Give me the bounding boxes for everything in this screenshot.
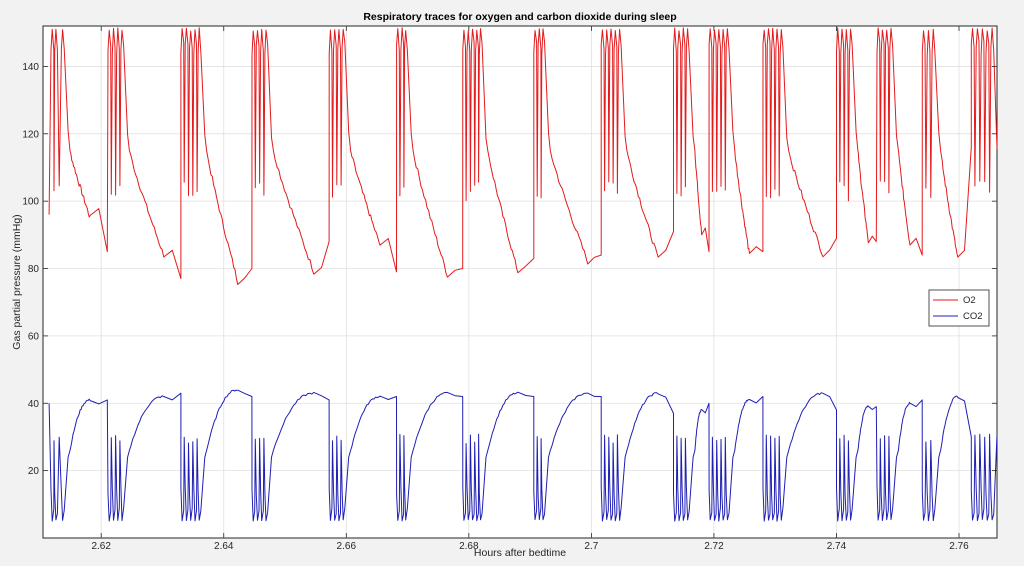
legend-label-o2: O2 [963,295,976,306]
y-tick-label: 60 [28,331,40,342]
y-axis-label: Gas partial pressure (mmHg) [11,214,23,349]
series-line-o2 [48,27,998,285]
y-tick-label: 120 [22,129,39,140]
grid-lines [43,26,997,538]
x-tick-label: 2.74 [827,541,847,552]
y-tick-label: 40 [28,399,40,410]
series-lines [48,27,998,522]
x-tick-label: 2.66 [337,541,357,552]
legend-box [928,289,990,327]
y-tick-label: 20 [28,466,40,477]
series-line-co2 [48,389,998,522]
y-tick-label: 100 [22,197,39,208]
x-tick-label: 2.68 [459,541,479,552]
legend-label-co2: CO2 [963,311,983,322]
axis-ticks: 2.62 2.64 2.66 2.68 2.7 2.72 2.74 2.76 20 40 60 80 1… [22,26,997,552]
x-tick-label: 2.76 [949,541,969,552]
x-tick-label: 2.62 [91,541,111,552]
y-tick-label: 140 [22,62,39,73]
x-tick-label: 2.72 [704,541,724,552]
x-axis-label: Hours after bedtime [474,547,566,559]
legend: O2 CO2 [928,289,990,327]
plot-area [42,25,998,539]
chart-title: Respiratory traces for oxygen and carbon… [363,11,676,23]
y-tick-label: 80 [28,264,40,275]
x-tick-label: 2.64 [214,541,234,552]
x-tick-label: 2.7 [584,541,598,552]
